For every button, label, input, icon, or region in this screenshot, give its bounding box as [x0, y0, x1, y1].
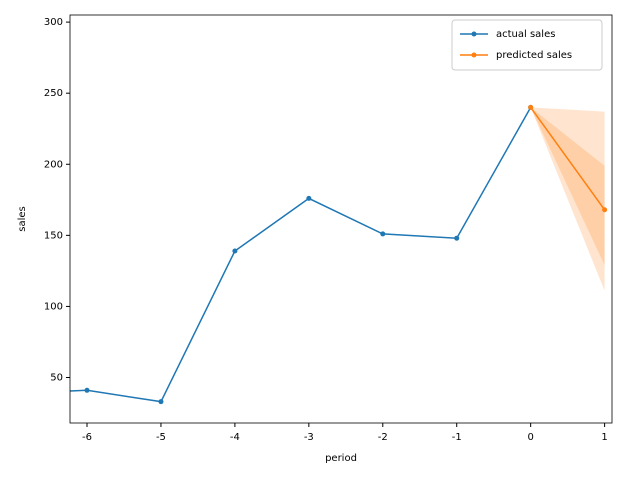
- data-point: [602, 207, 608, 213]
- data-point: [84, 387, 90, 393]
- legend-label: actual sales: [496, 29, 555, 40]
- data-point: [11, 391, 16, 396]
- legend-marker: [471, 52, 477, 58]
- y-tick-label: 50: [50, 373, 63, 384]
- data-point: [232, 248, 238, 254]
- series-line: [530, 106, 606, 211]
- x-tick-label: -1: [452, 432, 462, 443]
- x-tick-label: -4: [230, 432, 240, 443]
- x-tick-label: 1: [601, 432, 607, 443]
- confidence-band: [530, 107, 605, 266]
- y-tick-label: 250: [44, 88, 63, 99]
- data-point: [306, 195, 312, 201]
- x-tick-label: -5: [156, 432, 166, 443]
- x-tick-label: -3: [304, 432, 314, 443]
- data-point: [528, 104, 534, 110]
- x-axis-label: period: [325, 453, 357, 464]
- x-tick-label: 0: [527, 432, 533, 443]
- data-point: [158, 399, 164, 405]
- y-tick-label: 150: [44, 230, 63, 241]
- plot-area: [11, 104, 608, 405]
- data-point: [454, 235, 460, 241]
- plot-frame: [69, 14, 613, 424]
- legend-label: predicted sales: [496, 50, 572, 61]
- legend-box: [451, 19, 603, 71]
- data-point: [380, 231, 386, 237]
- legend-marker: [471, 31, 477, 37]
- y-tick-label: 100: [44, 301, 63, 312]
- x-tick-label: -2: [378, 432, 388, 443]
- series-line: [70, 107, 532, 403]
- y-tick-label: 200: [44, 159, 63, 170]
- y-tick-label: 300: [44, 17, 63, 28]
- y-axis-label: sales: [17, 206, 28, 231]
- x-tick-label: -6: [82, 432, 92, 443]
- confidence-band: [530, 107, 605, 291]
